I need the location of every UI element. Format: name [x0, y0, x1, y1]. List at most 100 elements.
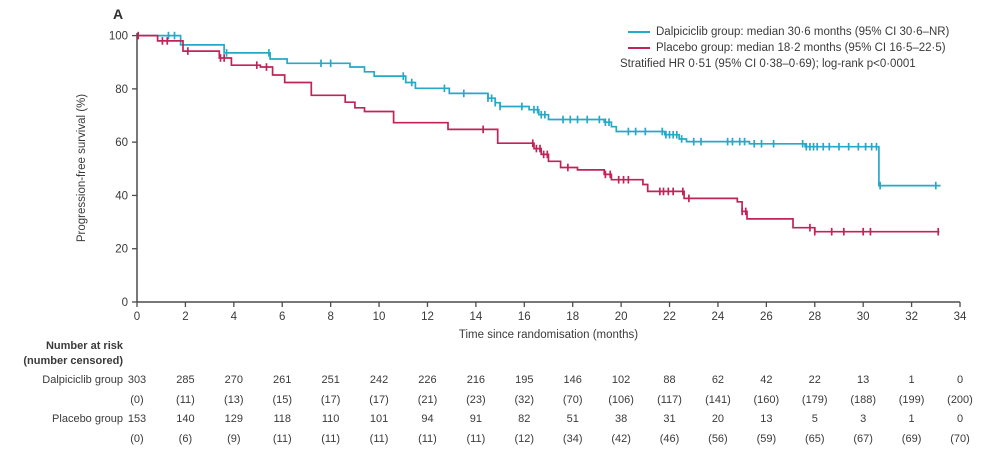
legend-item-placebo: Placebo group: median 18·2 months (95% C… — [628, 42, 946, 54]
at-risk-cell: 110 — [321, 413, 340, 425]
censored-cell: (23) — [466, 393, 486, 406]
at-risk-cell: 1 — [908, 374, 915, 386]
at-risk-cell: 118 — [273, 413, 292, 425]
at-risk-cell: 88 — [663, 374, 676, 386]
at-risk-cell: 91 — [469, 413, 482, 425]
at-risk-cell: 129 — [224, 413, 243, 425]
x-tick-label: 24 — [712, 311, 725, 323]
y-axis-title: Progression-free survival (%) — [76, 93, 88, 243]
at-risk-cell: 285 — [176, 374, 195, 386]
at-risk-cell: 0 — [956, 413, 964, 425]
x-tick-label: 20 — [615, 311, 628, 323]
censored-cell: (70) — [950, 432, 970, 445]
x-tick-label: 22 — [663, 311, 676, 323]
censored-cell: (9) — [227, 432, 241, 445]
panel-label: A — [113, 6, 124, 22]
x-axis-title: Time since randomisation (months) — [458, 329, 639, 341]
at-risk-cell: 5 — [811, 413, 818, 425]
at-risk-cell: 20 — [711, 413, 725, 425]
x-tick-label: 28 — [808, 311, 821, 323]
censored-cell: (160) — [753, 393, 780, 406]
at-risk-cell: 3 — [860, 413, 867, 425]
x-tick-label: 32 — [905, 311, 918, 323]
censored-cell: (13) — [224, 393, 244, 406]
censored-cell: (67) — [853, 432, 873, 445]
placebo-line-swatch — [628, 47, 650, 49]
x-tick-label: 0 — [134, 311, 140, 323]
censored-cell: (117) — [657, 393, 682, 406]
censored-cell: (11) — [272, 432, 292, 445]
censored-cell: (46) — [659, 432, 680, 445]
x-tick-label: 34 — [954, 311, 967, 323]
censored-cell: (106) — [608, 393, 634, 406]
censored-cell: (200) — [947, 393, 973, 406]
risk-table-header-line1: Number at risk — [45, 340, 123, 352]
y-tick-label: 80 — [115, 84, 128, 96]
at-risk-cell: 62 — [711, 374, 725, 386]
x-tick-label: 4 — [231, 311, 238, 323]
at-risk-cell: 242 — [369, 374, 389, 386]
x-tick-label: 30 — [857, 311, 870, 323]
legend-label-dalpiciclib: Dalpiciclib group: median 30·6 months (9… — [656, 26, 950, 38]
censored-cell: (17) — [320, 393, 341, 406]
censored-cell: (11) — [176, 393, 195, 406]
censored-cell: (69) — [901, 432, 922, 445]
risk-row-label: Placebo group — [52, 413, 123, 425]
at-risk-cell: 102 — [611, 374, 631, 386]
at-risk-cell: 303 — [127, 374, 147, 386]
at-risk-cell: 13 — [760, 413, 773, 425]
censored-cell: (0) — [130, 393, 144, 406]
censored-cell: (11) — [321, 432, 341, 445]
at-risk-cell: 226 — [418, 374, 437, 386]
x-tick-label: 10 — [373, 311, 386, 323]
x-tick-label: 6 — [279, 311, 285, 323]
censored-cell: (42) — [611, 432, 631, 445]
censored-cell: (11) — [369, 432, 389, 445]
at-risk-cell: 13 — [857, 374, 870, 386]
x-tick-label: 8 — [327, 311, 333, 323]
at-risk-cell: 251 — [321, 374, 340, 386]
censored-cell: (11) — [418, 432, 437, 445]
dalpiciclib-line-swatch — [628, 31, 650, 33]
censored-cell: (32) — [514, 393, 535, 406]
at-risk-cell: 261 — [273, 374, 292, 386]
at-risk-cell: 42 — [760, 374, 773, 386]
censored-cell: (141) — [705, 393, 731, 406]
censored-cell: (6) — [178, 432, 193, 445]
at-risk-cell: 216 — [466, 374, 486, 386]
legend-item-dalpiciclib: Dalpiciclib group: median 30·6 months (9… — [628, 26, 949, 38]
at-risk-cell: 38 — [614, 413, 628, 425]
at-risk-cell: 22 — [808, 374, 821, 386]
at-risk-cell: 146 — [563, 374, 582, 386]
censored-cell: (0) — [130, 432, 144, 445]
y-tick-label: 60 — [115, 137, 128, 149]
at-risk-cell: 0 — [956, 374, 964, 386]
x-tick-label: 18 — [566, 311, 579, 323]
y-tick-label: 40 — [115, 190, 128, 202]
at-risk-cell: 153 — [127, 413, 147, 425]
x-tick-label: 12 — [421, 311, 434, 323]
legend-label-placebo: Placebo group: median 18·2 months (95% C… — [656, 42, 946, 54]
x-tick-label: 2 — [182, 311, 188, 323]
x-tick-label: 26 — [760, 311, 773, 323]
censored-cell: (179) — [801, 393, 828, 406]
at-risk-cell: 1 — [908, 413, 915, 425]
at-risk-cell: 270 — [224, 374, 243, 386]
censored-cell: (56) — [708, 432, 728, 445]
risk-table-header-line2: (number censored) — [23, 355, 123, 367]
censored-cell: (65) — [804, 432, 825, 445]
at-risk-cell: 82 — [518, 413, 531, 425]
at-risk-cell: 31 — [663, 413, 676, 425]
x-tick-label: 14 — [469, 311, 482, 323]
x-tick-label: 16 — [518, 311, 531, 323]
at-risk-cell: 140 — [176, 413, 195, 425]
y-tick-label: 20 — [115, 244, 128, 256]
censored-cell: (34) — [562, 432, 583, 445]
censored-cell: (199) — [898, 393, 925, 406]
risk-row-label: Dalpiciclib group — [42, 374, 123, 386]
censored-cell: (70) — [562, 393, 583, 406]
legend-stratified-note: Stratified HR 0·51 (95% CI 0·38–0·69); l… — [620, 58, 916, 70]
km-curve-placebo — [137, 34, 940, 233]
censored-cell: (188) — [850, 393, 877, 406]
